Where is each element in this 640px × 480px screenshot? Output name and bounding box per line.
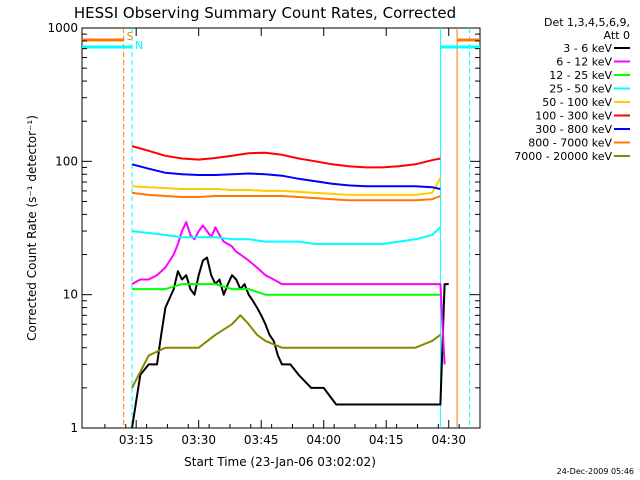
- y-axis-ticks: 1 10 100 1000: [47, 21, 480, 435]
- marker-label: S: [127, 30, 134, 43]
- plot-frame: [81, 27, 481, 429]
- series-line: [131, 163, 441, 190]
- footer-timestamp: 24-Dec-2009 05:46: [557, 467, 634, 476]
- x-axis-ticks: 03:15 03:30 03:45 04:00 04:15 04:30: [104, 28, 466, 447]
- legend-label: 100 - 300 keV: [535, 110, 612, 123]
- series-line: [131, 191, 441, 202]
- x-axis-label: Start Time (23-Jan-06 03:02:02): [184, 455, 376, 469]
- legend-header-detectors: Det 1,3,4,5,6,9,: [544, 16, 630, 29]
- series-line: [131, 145, 441, 169]
- legend-label: 25 - 50 keV: [549, 83, 612, 96]
- series-line: [131, 226, 442, 245]
- series-line: [131, 256, 449, 429]
- x-tick-label: 03:30: [181, 433, 216, 447]
- legend-label: 300 - 800 keV: [535, 123, 612, 136]
- series-layer: [131, 145, 449, 429]
- x-tick-label: 03:15: [119, 433, 154, 447]
- y-tick-label: 10: [63, 288, 78, 302]
- y-tick-label: 1: [70, 421, 78, 435]
- legend-header-attenuator: Att 0: [604, 29, 630, 42]
- marker-label: N: [135, 39, 143, 52]
- series-line: [131, 177, 442, 196]
- series-line: [131, 221, 446, 365]
- legend-label: 6 - 12 keV: [556, 56, 612, 69]
- legend-label: 50 - 100 keV: [542, 96, 612, 109]
- legend-label: 800 - 7000 keV: [528, 137, 612, 150]
- y-tick-label: 1000: [47, 21, 78, 35]
- legend-label: 7000 - 20000 keV: [514, 150, 612, 163]
- legend-label: 3 - 6 keV: [563, 42, 612, 55]
- x-tick-label: 04:15: [369, 433, 404, 447]
- marker-lines: SN: [82, 28, 480, 428]
- series-line: [131, 314, 441, 389]
- legend-label: 12 - 25 keV: [549, 69, 612, 82]
- series-line: [132, 283, 441, 296]
- x-tick-label: 04:30: [431, 433, 466, 447]
- y-tick-label: 100: [55, 154, 78, 168]
- chart-title: HESSI Observing Summary Count Rates, Cor…: [74, 4, 456, 22]
- x-tick-label: 04:00: [306, 433, 341, 447]
- x-tick-label: 03:45: [244, 433, 279, 447]
- y-axis-label: Corrected Count Rate (s⁻¹ detector⁻¹): [25, 115, 39, 341]
